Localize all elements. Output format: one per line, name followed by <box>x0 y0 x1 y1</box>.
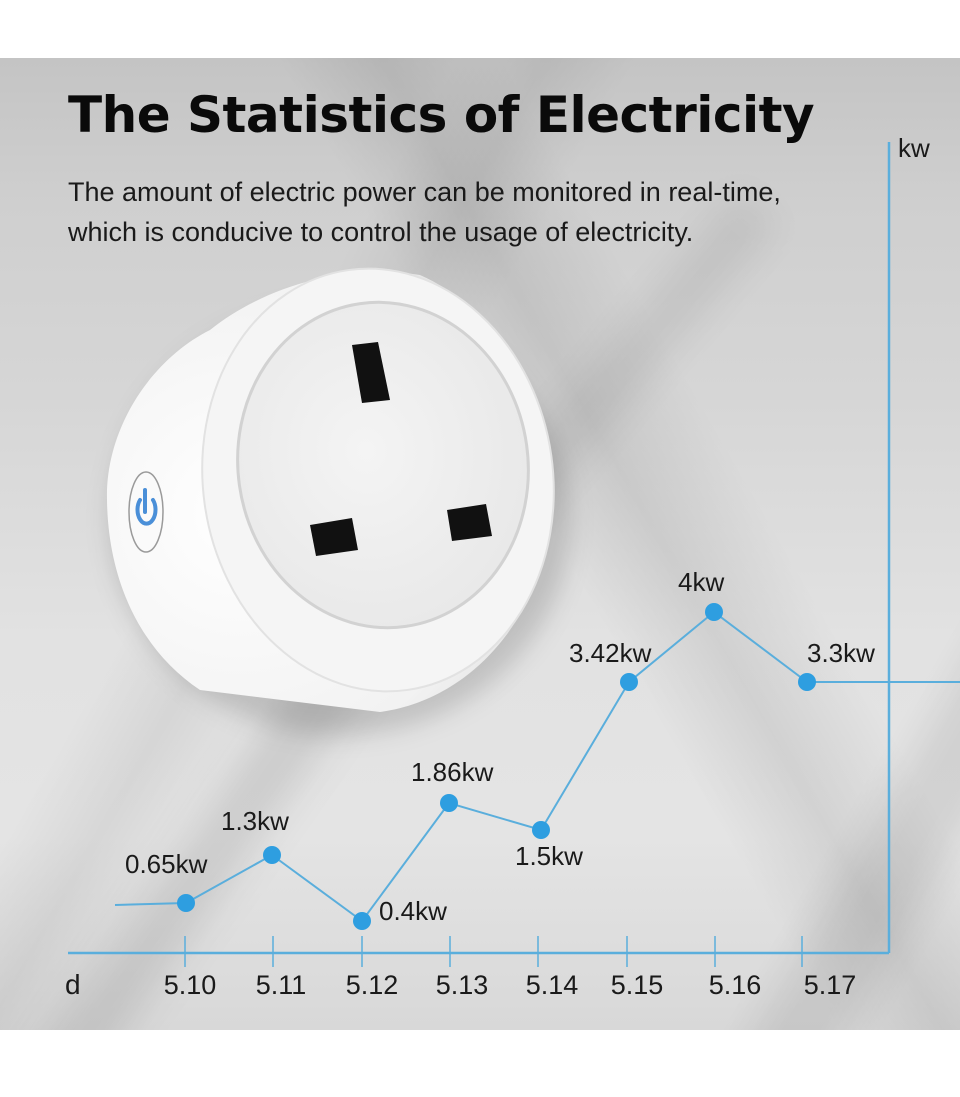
socket-live-slot <box>310 518 358 556</box>
data-label: 1.3kw <box>221 806 289 836</box>
data-label: 0.65kw <box>125 849 208 879</box>
power-icon <box>135 488 158 526</box>
socket-neutral-slot <box>447 504 492 541</box>
data-point[interactable] <box>532 821 550 839</box>
power-button[interactable] <box>128 471 164 553</box>
page-title: The Statistics of Electricity <box>68 86 815 144</box>
data-label: 3.42kw <box>569 638 652 668</box>
data-point[interactable] <box>353 912 371 930</box>
page-subtitle: The amount of electric power can be moni… <box>68 172 888 252</box>
data-label: 4kw <box>678 567 724 597</box>
x-tick-label: 5.15 <box>611 970 664 1000</box>
chart-axes: kw d 5.10 5.11 5.12 5.13 5.14 5.15 5.16 … <box>65 133 930 1000</box>
x-tick-label: 5.17 <box>804 970 857 1000</box>
x-tick-label: 5.14 <box>526 970 579 1000</box>
data-point[interactable] <box>798 673 816 691</box>
x-axis-ticks <box>184 936 803 967</box>
subtitle-line-1: The amount of electric power can be moni… <box>68 177 781 207</box>
data-point[interactable] <box>177 894 195 912</box>
smart-plug-image <box>106 267 570 735</box>
x-tick-labels: 5.10 5.11 5.12 5.13 5.14 5.15 5.16 5.17 <box>164 970 857 1000</box>
x-axis-label: d <box>65 969 81 1000</box>
x-tick-label: 5.11 <box>256 970 307 1000</box>
data-point[interactable] <box>620 673 638 691</box>
data-label: 1.5kw <box>515 841 583 871</box>
data-labels: 0.65kw 1.3kw 0.4kw 1.86kw 1.5kw 3.42kw 4… <box>125 567 875 926</box>
x-tick-label: 5.13 <box>436 970 489 1000</box>
data-label: 1.86kw <box>411 757 494 787</box>
x-tick-label: 5.12 <box>346 970 399 1000</box>
power-series-line <box>114 610 960 923</box>
data-label: 0.4kw <box>379 896 447 926</box>
x-tick-label: 5.10 <box>164 970 217 1000</box>
data-points <box>177 603 816 930</box>
x-tick-label: 5.16 <box>709 970 762 1000</box>
socket-earth-slot <box>352 342 390 403</box>
y-axis-label: kw <box>898 133 930 163</box>
plug-socket-face <box>236 300 530 630</box>
subtitle-line-2: which is conducive to control the usage … <box>68 217 694 247</box>
data-point[interactable] <box>705 603 723 621</box>
data-label: 3.3kw <box>807 638 875 668</box>
data-point[interactable] <box>263 846 281 864</box>
data-point[interactable] <box>440 794 458 812</box>
